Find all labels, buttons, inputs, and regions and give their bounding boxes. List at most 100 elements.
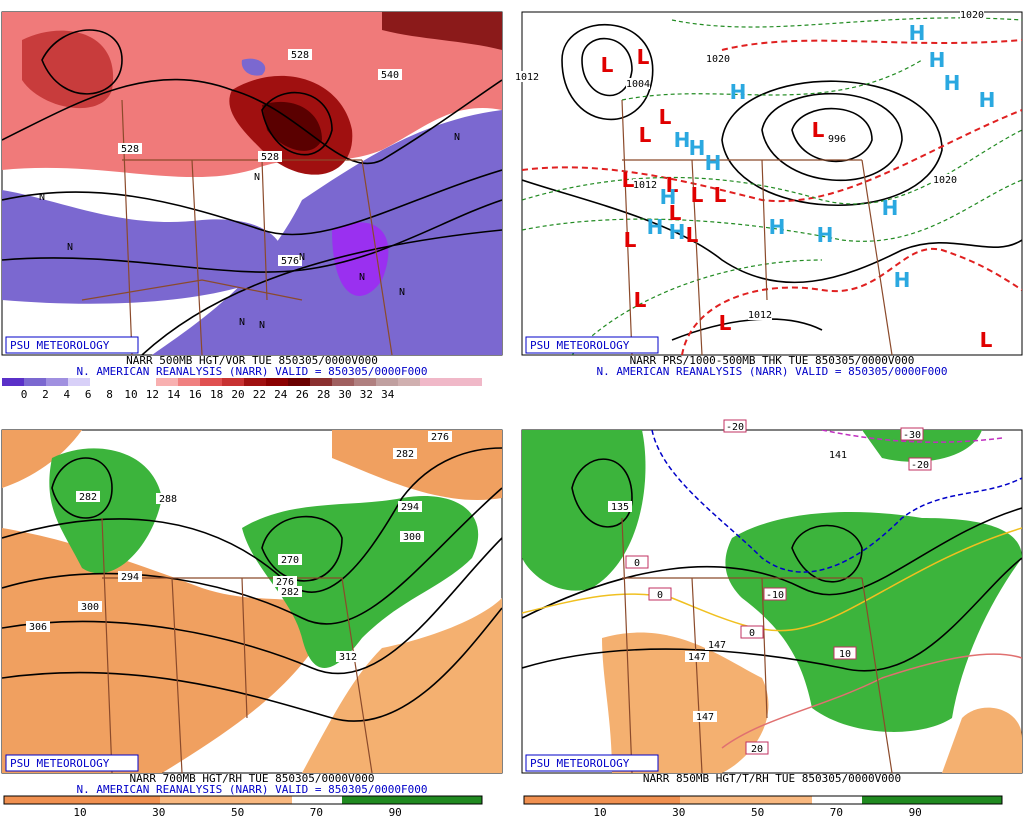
high-symbol: H: [669, 220, 686, 244]
high-symbol: H: [882, 196, 899, 220]
label-bg: [288, 49, 312, 60]
contour-label: 282: [281, 587, 299, 598]
temp-label: -20: [911, 460, 929, 471]
label-bg: [336, 651, 360, 662]
label-bg: [76, 491, 100, 502]
low-symbol: L: [666, 173, 679, 197]
contour-label: 312: [339, 652, 357, 663]
contour-label: 300: [81, 602, 99, 613]
contour-label: 576: [281, 256, 299, 267]
low-symbol: L: [691, 183, 704, 207]
low-symbol: L: [634, 288, 647, 312]
label-bg: [156, 493, 180, 504]
label-bg: [685, 651, 709, 662]
colorbar-label: 10: [593, 806, 606, 819]
label-box: [723, 419, 747, 433]
low-symbol: L: [624, 228, 637, 252]
contour-label: 528: [261, 152, 279, 163]
colorbar-label: 50: [751, 806, 764, 819]
colorbar-label: 2: [42, 388, 49, 401]
subcaption: N. AMERICAN REANALYSIS (NARR) VALID = 85…: [597, 365, 948, 378]
low-symbol: L: [639, 123, 652, 147]
label-box: [625, 555, 649, 569]
subcaption: N. AMERICAN REANALYSIS (NARR) VALID = 85…: [77, 783, 428, 796]
temp-label: 20: [751, 744, 763, 755]
high-symbol: H: [705, 151, 722, 175]
label-bg: [428, 431, 452, 442]
high-symbol: H: [909, 21, 926, 45]
contour-label: 270: [281, 555, 299, 566]
label-box: [833, 646, 857, 660]
contour-label: 1012: [633, 180, 657, 191]
contour-label: 294: [401, 502, 419, 513]
badge: PSU METEOROLOGY: [10, 339, 110, 352]
contour-label: 1004: [626, 79, 650, 90]
label-bg: [278, 554, 302, 565]
label-bg: [705, 639, 729, 650]
colorbar-label: 18: [210, 388, 223, 401]
colorbar-label: 26: [296, 388, 309, 401]
label-bg: [398, 501, 422, 512]
label-bg: [693, 711, 717, 722]
low-symbol: L: [812, 118, 825, 142]
map: [522, 17, 1022, 355]
label-box: [763, 587, 787, 601]
label-box: [648, 587, 672, 601]
colorbar-label: 32: [360, 388, 373, 401]
contour-label: 1020: [706, 54, 730, 65]
caption: NARR 500MB HGT/VOR TUE 850305/0000V000: [126, 354, 378, 367]
colorbar-label: 30: [152, 806, 165, 819]
label-box: [900, 427, 924, 441]
label-bg: [118, 143, 142, 154]
colorbar-label: 90: [389, 806, 402, 819]
colorbar-label: 30: [338, 388, 351, 401]
contour-label: 1012: [515, 72, 539, 83]
contour-label: 1020: [960, 10, 984, 21]
colorbar-label: 10: [73, 806, 86, 819]
colorbar-label: 24: [274, 388, 288, 401]
map: [2, 430, 502, 773]
subcaption: N. AMERICAN REANALYSIS (NARR) VALID = 85…: [77, 365, 428, 378]
vort-min-symbol: N: [399, 287, 405, 298]
label-bg: [273, 576, 297, 587]
colorbar-label: 12: [146, 388, 159, 401]
high-symbol: H: [817, 223, 834, 247]
map: [522, 430, 1022, 773]
contour-label: 282: [79, 492, 97, 503]
vort-min-symbol: N: [39, 192, 45, 203]
vort-min-symbol: N: [259, 320, 265, 331]
label-bg: [26, 621, 50, 632]
label-bg: [960, 9, 984, 20]
low-symbol: L: [980, 328, 993, 352]
colorbar-label: 14: [167, 388, 181, 401]
label-bg: [278, 586, 302, 597]
high-symbol: H: [769, 215, 786, 239]
map: [2, 12, 502, 355]
contour-label: 135: [611, 502, 629, 513]
low-symbol: L: [669, 201, 682, 225]
low-symbol: L: [622, 168, 635, 192]
low-symbol: L: [601, 53, 614, 77]
label-bg: [633, 179, 657, 190]
contour-label: 288: [159, 494, 177, 505]
vort-min-symbol: N: [67, 242, 73, 253]
contour-label: 147: [688, 652, 706, 663]
low-symbol: L: [637, 45, 650, 69]
caption: NARR PRS/1000-500MB THK TUE 850305/0000V…: [630, 354, 915, 367]
vort-min-symbol: N: [254, 172, 260, 183]
contour-label: 1020: [933, 175, 957, 186]
high-symbol: H: [944, 71, 961, 95]
label-bg: [400, 531, 424, 542]
temp-label: 0: [749, 628, 755, 639]
label-bg: [393, 448, 417, 459]
contour-label: 540: [381, 70, 399, 81]
high-symbol: H: [894, 268, 911, 292]
low-symbol: L: [686, 223, 699, 247]
panel: PSU METEOROLOGY NARR 500MB HGT/VOR TUE 85…: [1, 11, 503, 401]
colorbar-label: 20: [231, 388, 244, 401]
label-bg: [78, 601, 102, 612]
low-symbol: L: [714, 183, 727, 207]
high-symbol: H: [674, 128, 691, 152]
label-bg: [378, 69, 402, 80]
colorbar-label: 70: [830, 806, 843, 819]
